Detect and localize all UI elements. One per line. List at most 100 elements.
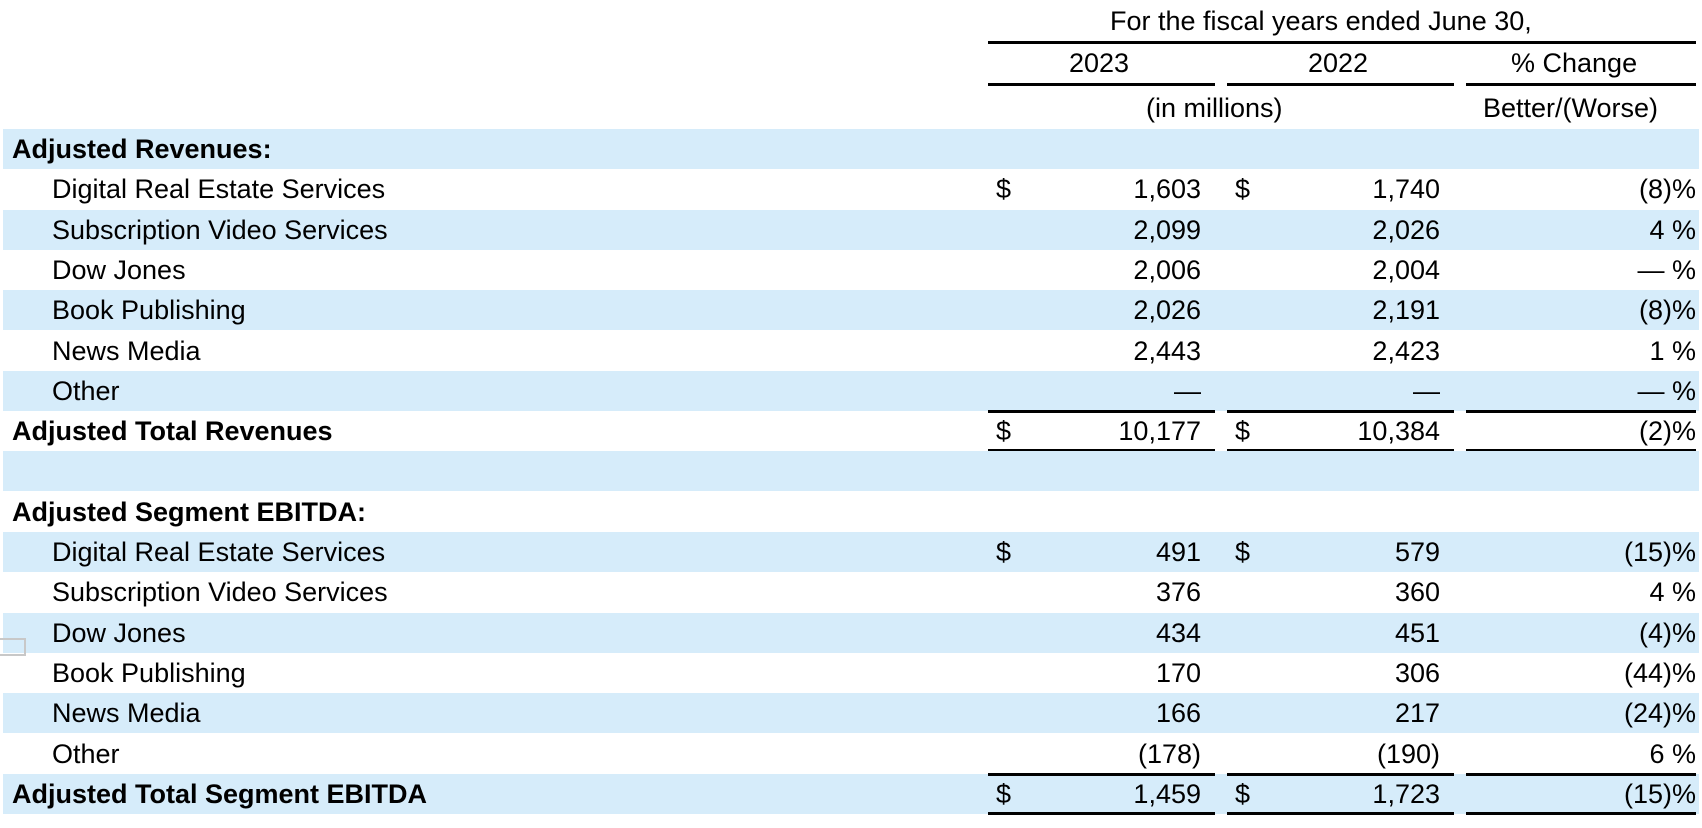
- row-label: News Media: [52, 698, 201, 729]
- table-row: Other — — — %: [3, 370, 1699, 411]
- total-rule-above: [1466, 772, 1696, 776]
- value-2023: 1,459: [1133, 778, 1201, 809]
- row-label: Adjusted Total Segment EBITDA: [12, 778, 428, 809]
- total-rule-above: [1227, 410, 1454, 414]
- row-label: Subscription Video Services: [52, 577, 388, 608]
- percent-change: 1 %: [1649, 335, 1696, 366]
- value-2022: 2,423: [1372, 335, 1440, 366]
- currency-symbol-2022: $: [1235, 174, 1251, 205]
- percent-change: (2)%: [1638, 416, 1696, 447]
- row-label: Adjusted Revenues:: [12, 134, 272, 164]
- currency-symbol-2023: $: [996, 537, 1012, 567]
- col-header-2023: 2023: [1069, 48, 1130, 78]
- table-row: News Media 166 217 (24)%: [3, 693, 1699, 734]
- currency-symbol-2022: $: [1235, 416, 1251, 447]
- row-label: Subscription Video Services: [52, 214, 388, 245]
- row-label: Digital Real Estate Services: [52, 537, 386, 567]
- units-label: (in millions): [1146, 93, 1283, 123]
- row-label: Digital Real Estate Services: [52, 174, 386, 205]
- percent-change: (15)%: [1623, 537, 1696, 567]
- row-label: Adjusted Total Revenues: [12, 416, 333, 447]
- total-rule-below: [1466, 449, 1696, 453]
- value-2022: 360: [1394, 577, 1440, 608]
- value-2023: 2,006: [1133, 254, 1201, 285]
- col-header-2022: 2022: [1308, 48, 1369, 78]
- value-2022: 451: [1394, 617, 1440, 648]
- value-2022: —: [1413, 375, 1440, 406]
- total-rule-above: [988, 410, 1215, 414]
- total-row: Adjusted Total Revenues $10,177 $10,384 (2)…: [3, 411, 1699, 451]
- currency-symbol-2022: $: [1235, 537, 1251, 567]
- total-rule-above: [1466, 410, 1696, 414]
- value-2023: (178): [1137, 738, 1201, 769]
- value-2022: 2,026: [1372, 214, 1440, 245]
- value-2022: 2,004: [1372, 254, 1440, 285]
- header-rule-2023: [988, 83, 1215, 86]
- percent-change: (4)%: [1638, 617, 1696, 648]
- spacer-row: [3, 451, 1699, 492]
- percent-change: 4 %: [1649, 577, 1696, 608]
- total-rule-below: [1227, 449, 1454, 453]
- row-label: Other: [52, 375, 120, 406]
- value-2023: 2,099: [1133, 214, 1201, 245]
- table-row: Book Publishing 2,026 2,191 (8)%: [3, 290, 1699, 331]
- header-rule-top: [988, 41, 1696, 44]
- value-2023: 166: [1155, 698, 1201, 729]
- table-row: Digital Real Estate Services $1,603 $1,740…: [3, 169, 1699, 209]
- table-row: Other (178) (190) 6 %: [3, 734, 1699, 774]
- total-rule-above: [1227, 772, 1454, 776]
- total-rule-below: [1466, 811, 1696, 815]
- header-rule-2022: [1227, 83, 1454, 86]
- percent-change: (24)%: [1623, 698, 1696, 729]
- better-worse-label: Better/(Worse): [1483, 93, 1659, 123]
- value-2023: 434: [1155, 617, 1201, 648]
- value-2022: 2,191: [1372, 295, 1440, 326]
- row-label: News Media: [52, 335, 201, 366]
- total-rule-below: [988, 449, 1215, 453]
- percent-change: (44)%: [1623, 657, 1696, 688]
- value-2023: 2,443: [1133, 335, 1201, 366]
- page-edge-mark: [0, 638, 26, 656]
- total-rule-below: [988, 811, 1215, 815]
- value-2022: (190): [1376, 738, 1440, 769]
- section-header-row: Adjusted Segment EBITDA:: [3, 492, 1699, 532]
- value-2023: 1,603: [1133, 174, 1201, 205]
- col-header-change: % Change: [1511, 48, 1638, 78]
- percent-change: (8)%: [1638, 295, 1696, 326]
- section-header-row: Adjusted Revenues:: [3, 129, 1699, 169]
- row-label: Book Publishing: [52, 295, 246, 326]
- value-2023: 170: [1155, 657, 1201, 688]
- currency-symbol-2023: $: [996, 778, 1012, 809]
- table-row: Subscription Video Services 2,099 2,026 4 %: [3, 209, 1699, 250]
- row-label: Dow Jones: [52, 254, 186, 285]
- currency-symbol-2023: $: [996, 174, 1012, 205]
- percent-change: (15)%: [1623, 778, 1696, 809]
- value-2022: 1,723: [1372, 778, 1440, 809]
- currency-symbol-2023: $: [996, 416, 1012, 447]
- table-row: Digital Real Estate Services $491 $579 (15)…: [3, 532, 1699, 572]
- header-rule-change: [1466, 83, 1696, 86]
- percent-change: (8)%: [1638, 174, 1696, 205]
- row-label: Dow Jones: [52, 617, 186, 648]
- table-row: Dow Jones 2,006 2,004 — %: [3, 250, 1699, 290]
- total-rule-below: [1227, 811, 1454, 815]
- table-row: Subscription Video Services 376 360 4 %: [3, 572, 1699, 612]
- value-2022: 10,384: [1357, 416, 1440, 447]
- table-row: News Media 2,443 2,423 1 %: [3, 331, 1699, 371]
- percent-change: 6 %: [1649, 738, 1696, 769]
- fiscal-years-header: For the fiscal years ended June 30,: [1110, 6, 1532, 36]
- value-2023: 10,177: [1118, 416, 1201, 447]
- value-2022: 306: [1394, 657, 1440, 688]
- total-row: Adjusted Total Segment EBITDA $1,459 $1,72…: [3, 773, 1699, 814]
- value-2023: 491: [1155, 537, 1201, 567]
- value-2022: 217: [1394, 698, 1440, 729]
- currency-symbol-2022: $: [1235, 778, 1251, 809]
- percent-change: 4 %: [1649, 214, 1696, 245]
- table-row: Book Publishing 170 306 (44)%: [3, 653, 1699, 693]
- total-rule-above: [988, 772, 1215, 776]
- value-2022: 579: [1394, 537, 1440, 567]
- value-2023: —: [1174, 375, 1201, 406]
- row-label: Other: [52, 738, 120, 769]
- row-label: Book Publishing: [52, 657, 246, 688]
